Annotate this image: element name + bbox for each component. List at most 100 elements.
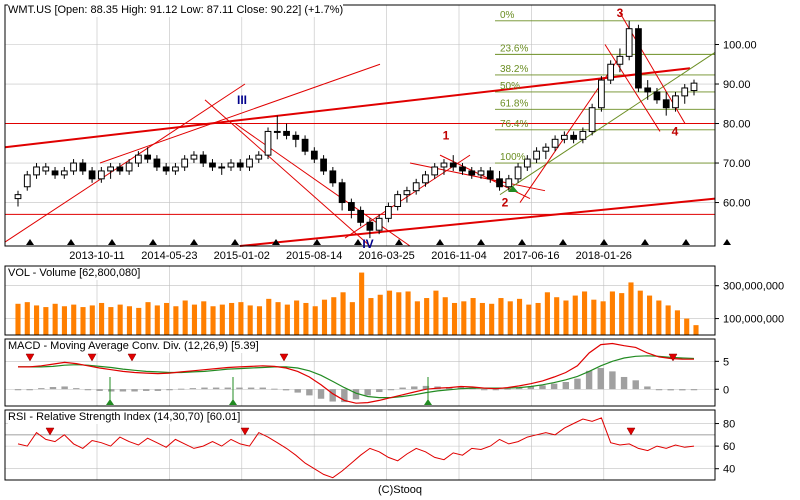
volume-bar	[554, 297, 560, 335]
volume-bar	[489, 303, 495, 335]
candle-down	[79, 162, 87, 172]
event-marker	[231, 239, 239, 245]
volume-bar	[201, 301, 207, 335]
volume-bar	[414, 301, 420, 335]
volume-bar	[126, 306, 133, 335]
rsi-tick-label: 80	[723, 419, 735, 431]
volume-bar	[442, 297, 448, 335]
price-panel-title: WMT.US [Open: 88.35 High: 91.12 Low: 87.…	[8, 4, 344, 17]
volume-bar	[238, 302, 244, 335]
volume-bar	[80, 307, 86, 335]
candle-up	[218, 166, 226, 169]
volume-bar	[647, 295, 653, 335]
candle-up	[431, 166, 439, 176]
volume-bar	[154, 305, 160, 335]
candle-up	[412, 182, 420, 192]
volume-bar	[665, 305, 671, 335]
macd-histogram-bar	[655, 389, 663, 391]
major-support-trend-line	[239, 197, 716, 247]
candle-up	[551, 138, 559, 148]
macd-histogram-bar	[96, 389, 103, 391]
candle-down	[292, 134, 300, 140]
rsi-sell-marker	[626, 427, 636, 436]
macd-histogram-bar	[119, 389, 127, 392]
volume-bar	[164, 302, 170, 335]
macd-histogram-bar	[73, 388, 80, 390]
macd-histogram-bar	[399, 387, 406, 390]
candle-down	[88, 170, 96, 180]
candle-down	[338, 182, 346, 204]
macd-sell-marker	[668, 353, 678, 362]
candle-down	[209, 162, 216, 168]
macd-histogram-bar	[38, 388, 45, 390]
date-tick-label: 2017-06-16	[503, 250, 559, 262]
candle-up	[598, 79, 605, 109]
macd-buy-marker	[106, 399, 114, 405]
volume-bar	[34, 305, 40, 335]
date-tick-label: 2014-05-23	[141, 250, 197, 262]
rsi-line	[17, 417, 695, 479]
volume-bar	[572, 295, 578, 335]
candle-up	[255, 154, 263, 160]
candle-up	[42, 166, 50, 172]
candle-up	[227, 162, 235, 168]
date-tick-label: 2018-01-26	[576, 250, 632, 262]
volume-bar	[219, 304, 225, 335]
candle-down	[199, 154, 207, 164]
wave-label-iv: IV	[362, 237, 373, 251]
volume-tick-label: 300,000,000	[723, 281, 784, 293]
macd-sell-marker	[25, 353, 35, 362]
macd-histogram-bar	[574, 378, 581, 390]
event-marker	[26, 239, 34, 245]
candle-down	[310, 150, 318, 160]
macd-panel-title: MACD - Moving Average Conv. Div. (12,26,…	[8, 340, 259, 353]
macd-histogram-bar	[679, 389, 686, 391]
macd-sell-marker	[87, 353, 97, 362]
volume-bar	[684, 318, 690, 335]
macd-histogram-bar	[271, 388, 278, 390]
event-marker	[354, 239, 362, 245]
volume-bar	[321, 299, 328, 335]
volume-bar	[99, 302, 105, 335]
macd-histogram-bar	[14, 389, 22, 391]
rsi-panel-frame	[4, 409, 716, 481]
candle-up	[560, 134, 568, 140]
channel-line	[204, 99, 371, 247]
tick-label-layer: 2013-10-11 2014-05-23 2015-01-02 2015-08-14…	[25, 6, 784, 476]
macd-histogram-bar	[411, 386, 418, 390]
macd-histogram-bar	[247, 387, 255, 390]
event-marker	[682, 239, 690, 245]
fib-level-label: 0%	[500, 10, 515, 21]
candle-down	[653, 91, 661, 101]
candle-up	[514, 166, 522, 180]
candle-up	[440, 162, 448, 168]
volume-bar	[674, 310, 680, 335]
price-tick-label: 80.00	[723, 119, 751, 131]
macd-histogram-bar	[690, 389, 698, 391]
macd-signal-line	[18, 355, 695, 399]
copyright-footer: (C)Stooq	[377, 484, 423, 496]
volume-bar	[461, 301, 467, 335]
macd-histogram-bar	[376, 389, 383, 393]
macd-buy-marker	[424, 399, 432, 405]
event-marker	[641, 239, 649, 245]
macd-histogram-bar	[585, 370, 593, 390]
macd-histogram-bar	[550, 383, 558, 390]
rsi-sell-marker	[45, 427, 55, 436]
macd-histogram-bar	[352, 389, 360, 400]
volume-bar	[71, 304, 77, 335]
fib-level-label: 100%	[500, 152, 526, 163]
price-tick-label: 100.00	[723, 40, 757, 52]
candle-up	[394, 194, 402, 207]
fib-fan-line	[499, 51, 716, 196]
candle-up	[403, 190, 411, 196]
candle-up	[97, 170, 105, 180]
rsi-tick-label: 40	[723, 464, 735, 476]
candle-up	[505, 178, 513, 188]
volume-bar	[43, 307, 49, 335]
candle-down	[301, 138, 309, 152]
volume-bar	[247, 305, 253, 335]
event-marker	[67, 239, 75, 245]
overlay-layer	[4, 12, 716, 247]
